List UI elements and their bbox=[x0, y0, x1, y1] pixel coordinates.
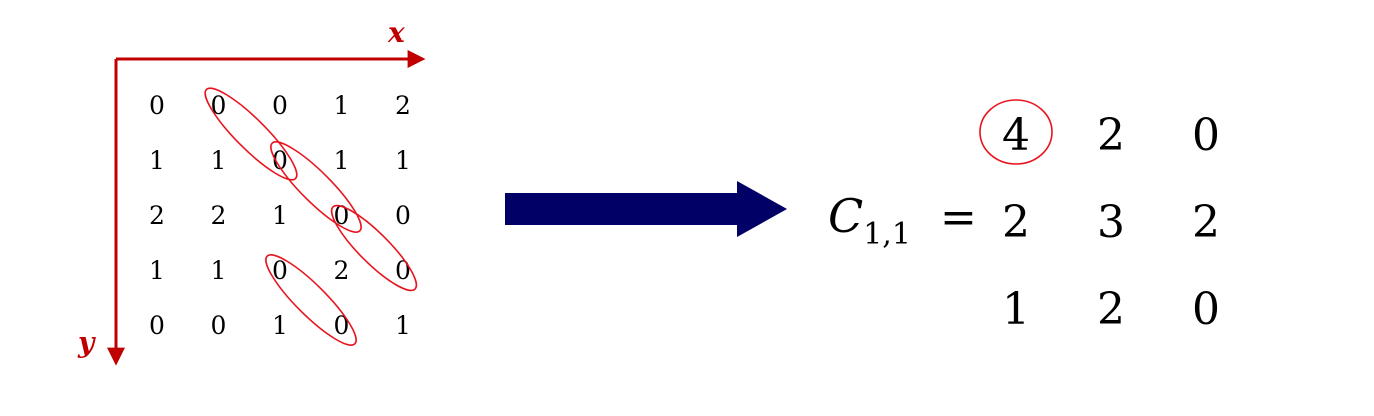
input-matrix-cell: 0 bbox=[395, 201, 411, 230]
input-matrix-cell: 0 bbox=[149, 311, 165, 340]
input-matrix-cell: 0 bbox=[395, 256, 411, 285]
input-matrix-cell: 1 bbox=[211, 256, 227, 285]
y-axis-label: y bbox=[77, 326, 96, 359]
result-matrix-cell: 3 bbox=[1097, 197, 1125, 248]
axes: x y bbox=[77, 16, 426, 366]
input-matrix-cell: 0 bbox=[149, 91, 165, 120]
input-matrix: 0 0 0 1 21 1 0 1 12 2 1 0 01 1 0 2 00 0 1 0 1 bbox=[149, 91, 411, 340]
diagonal-pair-highlights bbox=[204, 87, 418, 346]
svg-text:C1,1: C1,1 bbox=[828, 189, 911, 252]
input-matrix-cell: 1 bbox=[211, 146, 227, 175]
input-matrix-cell: 1 bbox=[149, 256, 165, 285]
input-matrix-cell: 2 bbox=[395, 91, 411, 120]
equation-label: C1,1 = bbox=[828, 189, 977, 252]
input-matrix-cell: 2 bbox=[149, 201, 165, 230]
input-matrix-cell: 1 bbox=[395, 146, 411, 175]
input-matrix-cell: 2 bbox=[334, 256, 350, 285]
input-matrix-cell: 0 bbox=[334, 311, 350, 340]
result-highlight-circle bbox=[979, 99, 1053, 165]
result-matrix-cell: 2 bbox=[1097, 284, 1125, 335]
result-matrix-cell: 4 bbox=[1002, 110, 1030, 161]
result-matrix-cell: 1 bbox=[1002, 284, 1030, 335]
equals-sign: = bbox=[940, 192, 977, 243]
result-matrix-cell: 0 bbox=[1192, 284, 1220, 335]
result-matrix-cell: 2 bbox=[1002, 197, 1030, 248]
pair-highlight-ellipse bbox=[330, 204, 418, 292]
input-matrix-cell: 1 bbox=[395, 311, 411, 340]
result-matrix-cell: 2 bbox=[1192, 197, 1220, 248]
transform-arrow bbox=[505, 181, 787, 237]
result-matrix-cell: 0 bbox=[1192, 110, 1220, 161]
result-matrix: 4 2 0 2 3 2 1 2 0 bbox=[1002, 110, 1220, 335]
x-axis-label: x bbox=[387, 16, 405, 49]
input-matrix-cell: 1 bbox=[334, 91, 350, 120]
pair-highlight-ellipse bbox=[270, 141, 362, 233]
input-matrix-cell: 0 bbox=[272, 91, 288, 120]
pair-highlight-ellipse bbox=[204, 87, 298, 181]
input-matrix-cell: 2 bbox=[211, 201, 227, 230]
matrix-symbol: C bbox=[828, 189, 863, 243]
input-matrix-cell: 0 bbox=[211, 311, 227, 340]
pair-highlight-ellipse bbox=[265, 254, 357, 346]
result-matrix-cell: 2 bbox=[1097, 110, 1125, 161]
input-matrix-cell: 1 bbox=[334, 146, 350, 175]
input-matrix-cell: 0 bbox=[272, 146, 288, 175]
input-matrix-cell: 1 bbox=[272, 311, 288, 340]
input-matrix-cell: 1 bbox=[272, 201, 288, 230]
input-matrix-cell: 1 bbox=[149, 146, 165, 175]
input-matrix-cell: 0 bbox=[211, 91, 227, 120]
matrix-subscript: 1,1 bbox=[863, 217, 911, 252]
input-matrix-cell: 0 bbox=[272, 256, 288, 285]
